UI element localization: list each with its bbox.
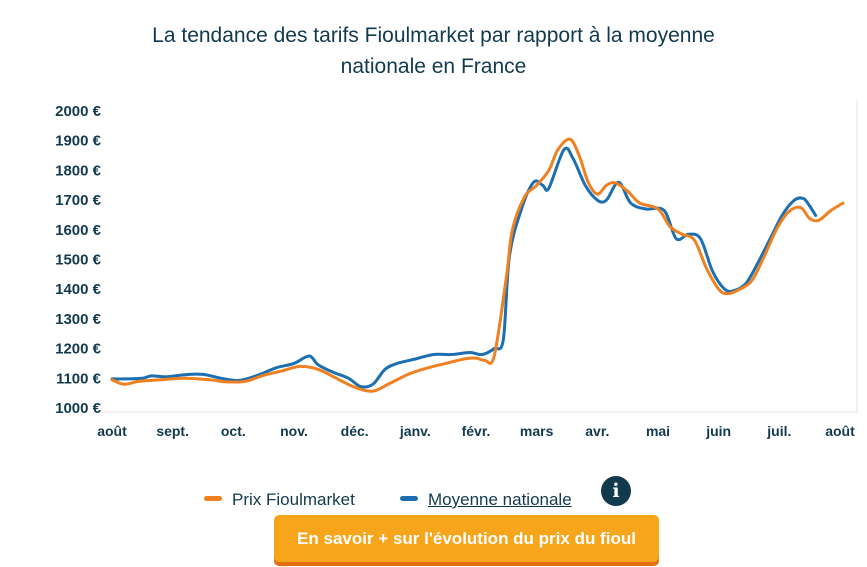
chart-title-line-2: nationale en France (340, 55, 527, 78)
price-evolution-button[interactable]: En savoir + sur l'évolution du prix du f… (274, 515, 659, 562)
x-tick-label: mai (646, 423, 670, 439)
x-axis-ticks: août sept. oct. nov. déc. janv. févr. mars avr. m… (97, 423, 855, 439)
y-tick-label: 1000 € (55, 400, 102, 417)
legend-item-fioulmarket[interactable]: Prix Fioulmarket (204, 490, 355, 510)
series-line-fioulmarket (110, 137, 845, 393)
y-tick-label: 1600 € (55, 222, 102, 239)
x-tick-label: juil. (766, 423, 791, 439)
x-tick-label: déc. (341, 423, 369, 439)
y-axis-ticks: 1000 € 1100 € 1200 € 1300 € 1400 € 1500 € 1600… (55, 103, 102, 417)
x-tick-label: avr. (585, 423, 609, 439)
y-tick-label: 1300 € (55, 311, 102, 328)
legend-label-fioulmarket: Prix Fioulmarket (232, 490, 355, 509)
y-tick-label: 1700 € (55, 192, 102, 209)
legend-label-nationale-link[interactable]: Moyenne nationale (428, 490, 572, 509)
chart-title-line-1: La tendance des tarifs Fioulmarket par r… (152, 24, 715, 47)
y-tick-label: 1900 € (55, 133, 102, 150)
x-tick-label: oct. (221, 423, 246, 439)
y-tick-label: 2000 € (55, 103, 102, 120)
y-tick-label: 1100 € (56, 370, 102, 387)
x-tick-label: févr. (462, 423, 491, 439)
price-chart: 1000 € 1100 € 1200 € 1300 € 1400 € 1500 € 1600… (55, 100, 858, 439)
legend-swatch-fioulmarket (204, 496, 222, 502)
x-tick-label: juin (705, 423, 731, 439)
legend-swatch-nationale (400, 496, 418, 502)
x-tick-label: sept. (156, 423, 189, 439)
x-tick-label: mars (520, 423, 554, 439)
info-icon[interactable]: i (601, 476, 631, 506)
chart-legend: Prix Fioulmarket Moyenne nationale (0, 484, 867, 514)
y-tick-label: 1200 € (55, 341, 102, 358)
series-line-nationale (110, 146, 818, 389)
x-tick-label: août (97, 423, 127, 439)
y-tick-label: 1800 € (55, 162, 102, 179)
y-tick-label: 1500 € (55, 252, 102, 269)
x-tick-label: janv. (399, 423, 431, 439)
y-tick-label: 1400 € (55, 281, 102, 298)
series-lines (110, 137, 845, 393)
x-tick-label: nov. (280, 423, 308, 439)
legend-item-nationale[interactable]: Moyenne nationale (400, 490, 572, 510)
chart-title: La tendance des tarifs Fioulmarket par r… (0, 20, 867, 82)
x-tick-label: août (825, 423, 855, 439)
